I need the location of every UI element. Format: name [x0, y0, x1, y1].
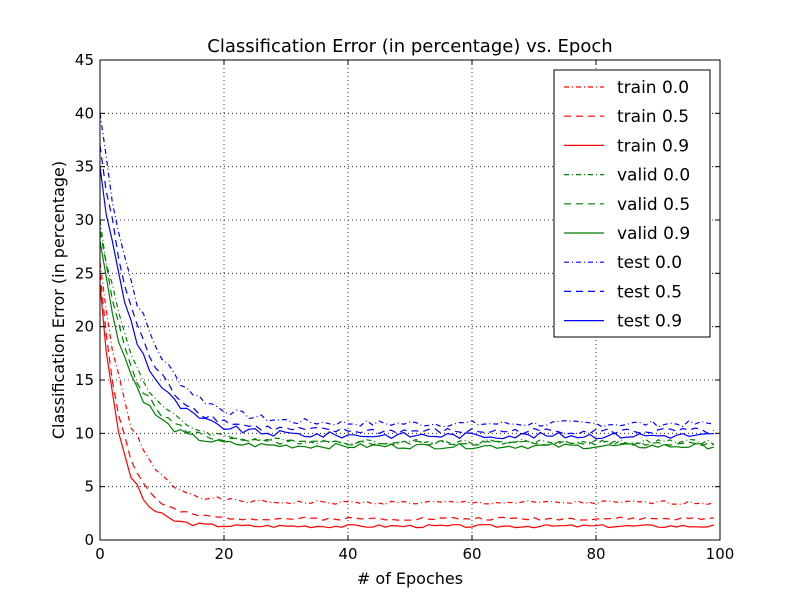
x-tick-label: 100	[706, 545, 735, 563]
legend-label: valid 0.9	[617, 224, 690, 244]
x-tick-label: 40	[338, 545, 357, 563]
y-tick-label: 0	[84, 531, 94, 549]
plot-frame	[99, 59, 721, 541]
axis-ticks: 0 20 40 60 80 100 0 5 10 15 20 25 30 35 40 45	[75, 51, 734, 563]
x-axis-label: # of Epoches	[357, 569, 463, 588]
y-tick-label: 40	[75, 104, 94, 122]
series-line-test-0-0	[99, 113, 714, 428]
y-tick-label: 35	[75, 158, 94, 176]
series-line-valid-0-5	[99, 230, 714, 447]
legend-label: train 0.0	[617, 78, 689, 98]
x-tick-label: 60	[462, 545, 481, 563]
legend: train 0.0 train 0.5 train 0.9 valid 0.0 vali…	[553, 69, 711, 338]
y-tick-label: 45	[75, 51, 94, 69]
legend-label: test 0.0	[617, 253, 682, 273]
series-line-train-0-5	[99, 273, 714, 521]
legend-label: train 0.9	[617, 136, 689, 156]
y-axis-label: Classification Error (in percentage)	[49, 161, 68, 439]
y-tick-label: 30	[75, 211, 94, 229]
y-tick-label: 20	[75, 318, 94, 336]
legend-label: test 0.9	[617, 312, 682, 332]
series-line-valid-0-9	[99, 241, 714, 450]
x-tick-label: 20	[214, 545, 233, 563]
y-tick-label: 10	[75, 424, 94, 442]
y-tick-label: 25	[75, 264, 94, 282]
series-line-train-0-9	[99, 283, 714, 529]
y-tick-label: 15	[75, 371, 94, 389]
y-tick-label: 5	[84, 478, 94, 496]
x-tick-label: 80	[586, 545, 605, 563]
series-line-test-0-9	[99, 166, 714, 440]
x-tick-label: 0	[95, 545, 105, 563]
legend-label: test 0.5	[617, 282, 682, 302]
legend-label: train 0.5	[617, 107, 689, 127]
series-layer	[99, 113, 715, 529]
legend-label: valid 0.5	[617, 195, 690, 215]
legend-label: valid 0.0	[617, 166, 690, 186]
chart-title: Classification Error (in percentage) vs.…	[207, 36, 612, 57]
